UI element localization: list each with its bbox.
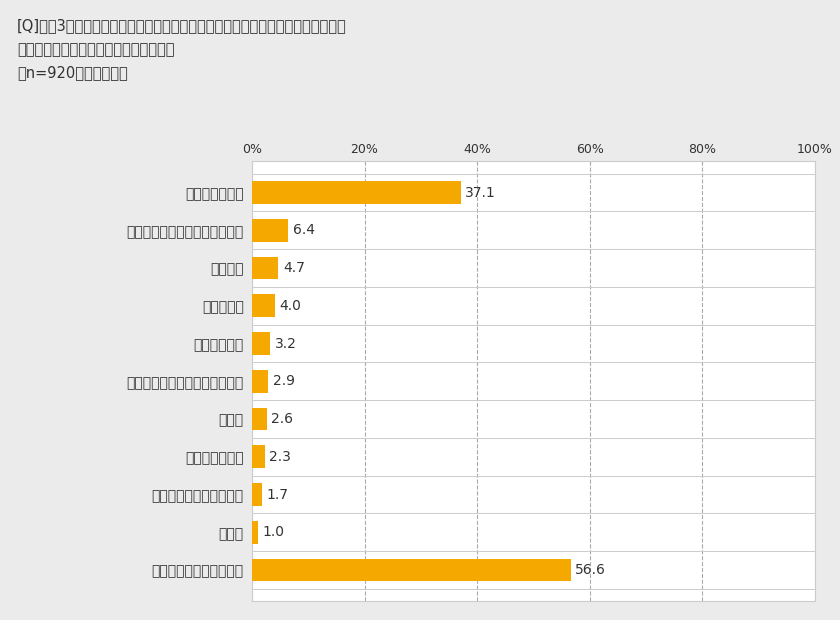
Bar bbox=[252, 408, 266, 430]
Text: [Q]この3年間で、あなたご自身、もしくは同居のご家族がかかったことがある、
ウイルス性の感染症をお選びください。
（n=920、複数回答）: [Q]この3年間で、あなたご自身、もしくは同居のご家族がかかったことがある、 ウ… bbox=[17, 19, 347, 81]
Bar bbox=[252, 559, 570, 582]
Bar bbox=[252, 219, 288, 242]
Bar bbox=[252, 446, 265, 468]
Bar bbox=[252, 181, 461, 204]
Text: 2.6: 2.6 bbox=[271, 412, 293, 426]
Text: 2.9: 2.9 bbox=[273, 374, 295, 388]
Text: 4.0: 4.0 bbox=[279, 299, 301, 313]
Text: 4.7: 4.7 bbox=[283, 261, 305, 275]
Bar bbox=[252, 332, 270, 355]
Text: 6.4: 6.4 bbox=[292, 223, 314, 237]
Bar bbox=[252, 294, 275, 317]
Text: 56.6: 56.6 bbox=[575, 563, 606, 577]
Bar bbox=[252, 257, 278, 280]
Bar bbox=[252, 483, 261, 506]
Text: 2.3: 2.3 bbox=[270, 450, 291, 464]
Text: 37.1: 37.1 bbox=[465, 185, 496, 200]
Text: 1.0: 1.0 bbox=[262, 525, 284, 539]
Bar bbox=[252, 370, 268, 392]
Text: 1.7: 1.7 bbox=[266, 487, 288, 502]
Bar bbox=[252, 521, 258, 544]
Text: 3.2: 3.2 bbox=[275, 337, 297, 350]
